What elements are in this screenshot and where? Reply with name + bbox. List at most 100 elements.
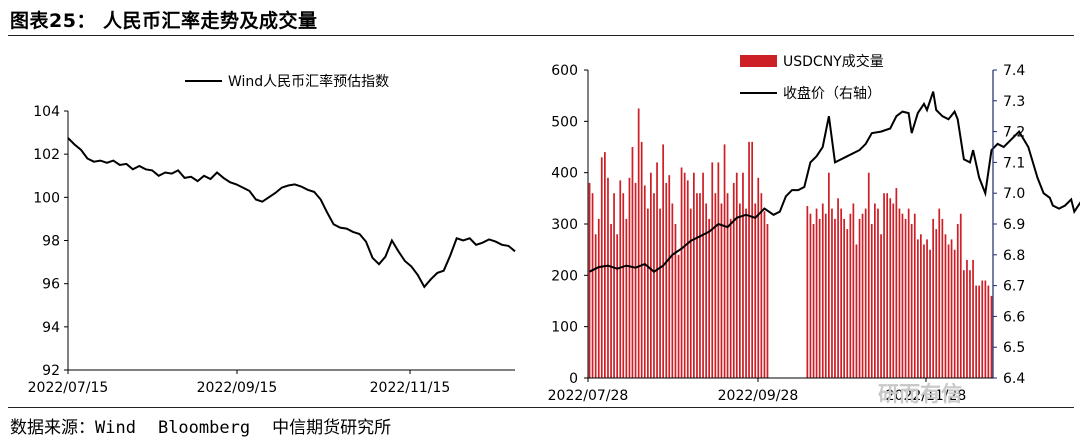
- left-y-tick-label: 100: [551, 320, 578, 336]
- volume-bar: [711, 162, 714, 378]
- volume-bar: [901, 213, 904, 378]
- volume-bar: [969, 270, 971, 378]
- y-tick-label: 102: [33, 147, 60, 163]
- volume-bar: [619, 180, 622, 378]
- x-tick-label: 2022/11/15: [370, 380, 451, 396]
- volume-bar: [828, 172, 830, 378]
- volume-bar: [843, 218, 846, 378]
- volume-bar: [677, 254, 680, 378]
- volume-bar: [895, 188, 898, 378]
- volume-bar: [686, 180, 689, 378]
- volume-bar: [594, 234, 597, 378]
- volume-bar: [671, 203, 674, 378]
- volume-bar: [693, 172, 695, 378]
- volume-bar: [600, 157, 603, 378]
- volume-bar: [920, 234, 922, 378]
- volume-bar: [818, 218, 821, 378]
- volume-bar: [972, 259, 974, 378]
- volume-bar: [662, 144, 665, 378]
- volume-bar: [628, 177, 631, 378]
- source-bloomberg: Bloomberg: [157, 418, 251, 438]
- volume-bar: [607, 177, 609, 378]
- volume-bar: [757, 177, 760, 378]
- right-y-tick-label: 7.3: [1003, 94, 1025, 110]
- volume-bar: [597, 218, 600, 378]
- right-y-tick-label: 6.5: [1003, 340, 1025, 356]
- volume-bar: [975, 285, 978, 378]
- volume-bar: [610, 224, 612, 378]
- volume-bar: [702, 172, 704, 378]
- left-y-tick-label: 200: [551, 268, 578, 284]
- volume-bar: [898, 208, 901, 378]
- watermark: 研而有信: [878, 382, 962, 406]
- volume-bar: [956, 224, 959, 378]
- right-y-tick-label: 6.8: [1003, 248, 1025, 264]
- volume-bar: [987, 285, 990, 378]
- source-citic: 中信期货研究所: [272, 418, 392, 438]
- volume-bar: [674, 224, 677, 378]
- volume-bar: [680, 167, 683, 378]
- y-tick-label: 100: [33, 190, 60, 206]
- volume-bar: [963, 270, 965, 378]
- x-tick-label: 2022/09/15: [197, 380, 278, 396]
- volume-bar: [846, 229, 849, 378]
- volume-bar: [653, 193, 655, 378]
- y-tick-label: 104: [33, 104, 60, 120]
- legend-label-close: 收盘价（右轴）: [783, 85, 881, 102]
- usdcny-volume-chart: 0 100 200 300 400 500 600 6.4 6.5 6.6 6.7 6.8 6.9 7.0…: [548, 53, 1080, 404]
- volume-bar: [726, 193, 729, 378]
- left-y-tick-label: 0: [569, 371, 578, 387]
- volume-bar: [668, 175, 671, 378]
- volume-bar: [870, 224, 873, 378]
- volume-bar: [696, 193, 698, 378]
- volume-bar: [941, 218, 944, 378]
- volume-bar: [735, 172, 738, 378]
- x-tick-label: 2022/11/28: [886, 388, 967, 404]
- volume-bar: [640, 141, 643, 378]
- volume-bar: [625, 218, 628, 378]
- x-tick-label: 2022/07/15: [28, 380, 109, 396]
- volume-bar: [650, 172, 652, 378]
- title-rule: [8, 35, 1074, 36]
- volume-bar: [849, 213, 852, 378]
- volume-bar: [947, 244, 950, 378]
- volume-bar: [637, 108, 640, 378]
- x-tick-label: 2022/09/28: [718, 388, 799, 404]
- volume-bar: [932, 218, 935, 378]
- volume-bar: [874, 203, 876, 378]
- volume-bar: [714, 193, 717, 378]
- volume-bar: [935, 229, 938, 378]
- left-y-tick-label: 500: [551, 114, 578, 130]
- volume-bar: [631, 147, 634, 378]
- volume-bar: [705, 203, 708, 378]
- y-tick-label: 96: [42, 277, 60, 293]
- volume-bar: [659, 208, 661, 378]
- source-line: 数据来源：Wind Bloomberg 中信期货研究所: [10, 413, 413, 438]
- volume-bar: [754, 203, 757, 378]
- y-tick-label: 92: [42, 363, 60, 379]
- volume-bar: [824, 213, 827, 378]
- volume-bar: [806, 206, 809, 378]
- volume-bar: [990, 295, 993, 378]
- volume-bar: [959, 213, 962, 378]
- volume-bar: [760, 193, 763, 378]
- volume-bar: [613, 193, 615, 378]
- series-line-index: [67, 137, 516, 289]
- volume-bar: [923, 244, 925, 378]
- volume-bar: [981, 280, 984, 378]
- volume-bar: [917, 239, 919, 378]
- right-y-tick-label: 6.9: [1003, 217, 1025, 233]
- volume-bar: [748, 141, 750, 378]
- exchange-index-chart: 92 94 96 98 100 102 104 2022/07/15 2022/09/15 202…: [28, 73, 516, 396]
- right-y-tick-label: 7.1: [1003, 155, 1025, 171]
- volume-bar: [732, 182, 735, 378]
- right-y-tick-label: 6.4: [1003, 371, 1025, 387]
- volume-bar: [812, 224, 815, 378]
- volume-bar: [910, 224, 913, 378]
- volume-bar: [886, 193, 889, 378]
- volume-bar: [852, 203, 855, 378]
- volume-bar: [837, 198, 839, 378]
- volume-bar: [880, 234, 882, 378]
- volume-bar: [892, 203, 895, 378]
- volume-bar: [926, 239, 928, 378]
